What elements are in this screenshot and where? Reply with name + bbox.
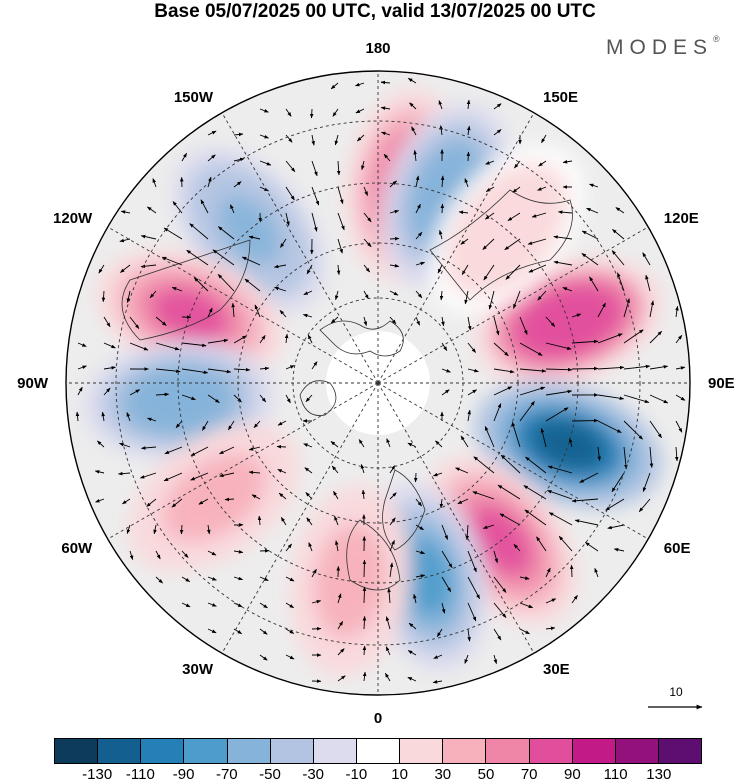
colorbar-swatch [314, 739, 357, 763]
longitude-label-150e: 150E [543, 89, 578, 106]
longitude-label-30w: 30W [182, 661, 214, 678]
longitude-label-60e: 60E [664, 540, 691, 557]
wind-arrow [311, 109, 312, 118]
colorbar-label: 10 [391, 766, 408, 783]
colorbar-label: 130 [646, 766, 671, 783]
wind-arrow [181, 525, 182, 534]
colorbar-swatch [573, 739, 616, 763]
wind-arrow [442, 204, 443, 213]
reference-vector-label: 10 [669, 685, 683, 699]
colorbar-swatch [616, 739, 659, 763]
colorbar-swatch [55, 739, 98, 763]
longitude-label-150w: 150W [174, 89, 214, 106]
colorbar-label: -30 [302, 766, 324, 783]
colorbar-label: 110 [604, 766, 628, 783]
colorbar-label: -10 [346, 766, 368, 783]
colorbar-label: 30 [434, 766, 451, 783]
longitude-label-0: 0 [374, 710, 382, 727]
wind-arrow [468, 152, 469, 161]
colorbar-swatch [98, 739, 141, 763]
colorbar-label: -130 [82, 766, 112, 783]
colorbar-labels: -130 -110 -90 -70 -50 -30 -10 10 30 50 70 90 110 130 [54, 766, 702, 784]
colorbar-swatch [486, 739, 529, 763]
colorbar-swatch [271, 739, 314, 763]
colorbar-swatch [141, 739, 184, 763]
longitude-label-120w: 120W [53, 210, 93, 227]
colorbar-label: -50 [259, 766, 281, 783]
longitude-label-30e: 30E [543, 661, 570, 678]
colorbar-swatch [400, 739, 443, 763]
longitude-label-60w: 60W [61, 540, 93, 557]
colorbar-label: -70 [216, 766, 238, 783]
colorbar-label: -90 [173, 766, 195, 783]
longitude-label-180: 180 [365, 40, 390, 57]
colorbar-swatch [659, 739, 701, 763]
wind-arrow [572, 368, 598, 369]
colorbar-swatch [184, 739, 227, 763]
colorbar-label: 90 [564, 766, 581, 783]
colorbar-label: 50 [478, 766, 495, 783]
colorbar-label: -110 [126, 766, 155, 783]
longitude-label-120e: 120E [664, 210, 699, 227]
colorbar-swatch [443, 739, 486, 763]
longitude-label-90e: 90E [708, 375, 735, 392]
colorbar-swatch [228, 739, 271, 763]
colorbar-swatch [357, 739, 400, 763]
colorbar-swatch [530, 739, 573, 763]
colorbar-label: 70 [521, 766, 538, 783]
wind-arrow [364, 560, 365, 577]
wind-arrow [364, 587, 365, 603]
longitude-label-90w: 90W [17, 375, 49, 392]
colorbar [54, 738, 702, 764]
polar-map: 180 150E 120E 90E 60E 30E 0 30W 60W 90W 120W 150W [0, 0, 750, 736]
reference-vector: 10 [646, 684, 706, 716]
wind-arrow [390, 238, 399, 239]
